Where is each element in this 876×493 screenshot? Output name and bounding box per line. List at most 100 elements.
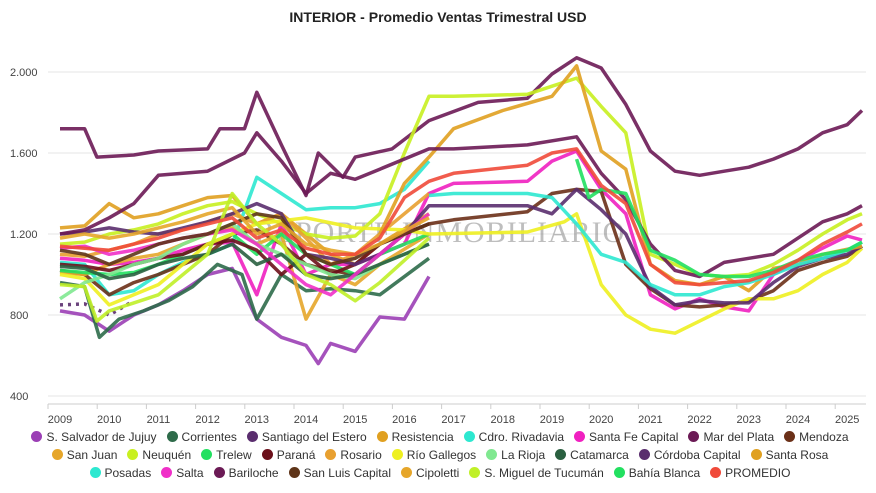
legend-label: San Juan [66, 447, 118, 462]
legend-marker-icon [127, 449, 139, 460]
x-tick-label: 2012 [195, 414, 219, 425]
legend-label: Mar del Plata [703, 429, 775, 444]
y-tick-label: 800 [10, 310, 28, 322]
x-tick-label: 2021 [638, 414, 662, 425]
legend-label: Santa Rosa [765, 447, 829, 462]
legend-item[interactable]: La Rioja [486, 447, 545, 462]
legend-marker-icon [688, 431, 700, 442]
legend-marker-icon [31, 431, 43, 442]
series-line-corrientes [59, 256, 431, 340]
legend-item[interactable]: Santiago del Estero [246, 429, 367, 444]
x-tick-label: 2019 [540, 414, 564, 425]
legend-marker-icon [201, 449, 213, 460]
series-line-posadas [428, 191, 863, 297]
legend-item[interactable]: Paraná [261, 447, 316, 462]
legend-item[interactable]: Rosario [325, 447, 382, 462]
legend-label: Catamarca [570, 447, 629, 462]
legend-item[interactable]: Salta [161, 465, 204, 480]
series-line-santa-fe-capital [59, 149, 863, 313]
legend-label: S. Miguel de Tucumán [484, 465, 604, 480]
legend-item[interactable]: Santa Rosa [750, 447, 829, 462]
x-tick-label: 2015 [343, 414, 367, 425]
legend-marker-icon [391, 449, 403, 460]
legend-item[interactable]: Resistencia [376, 429, 454, 444]
legend-marker-icon [750, 449, 762, 460]
legend-marker-icon [710, 467, 722, 478]
legend-marker-icon [161, 467, 173, 478]
legend-marker-icon [613, 467, 625, 478]
x-tick-label: 2025 [835, 414, 859, 425]
series-line-san-luis-capital [59, 212, 430, 267]
series-line-salta [59, 212, 431, 297]
legend-marker-icon [555, 449, 567, 460]
x-tick-label: 2018 [491, 414, 515, 425]
legend-label: Cdro. Rivadavia [478, 429, 565, 444]
legend-item[interactable]: Cipoletti [400, 465, 460, 480]
series-line-c-rdoba-capital [59, 187, 863, 307]
legend-marker-icon [246, 431, 258, 442]
series-line-r-o-gallegos [59, 212, 864, 335]
legend-item[interactable]: Río Gallegos [391, 447, 477, 462]
legend-item[interactable]: Cdro. Rivadavia [463, 429, 565, 444]
x-tick-label: 2022 [687, 414, 711, 425]
x-tick-label: 2017 [441, 414, 465, 425]
legend-label: Neuquén [142, 447, 192, 462]
legend-item[interactable]: Bariloche [213, 465, 279, 480]
series-line-paran- [59, 222, 430, 277]
legend-marker-icon [261, 449, 273, 460]
legend-item[interactable]: Mendoza [784, 429, 849, 444]
legend-item[interactable]: San Luis Capital [288, 465, 391, 480]
legend-label: Cipoletti [415, 465, 460, 480]
legend-item[interactable]: Córdoba Capital [638, 447, 741, 462]
legend-label: PROMEDIO [725, 465, 791, 480]
legend-marker-icon [376, 431, 388, 442]
legend-item[interactable]: Bahía Blanca [613, 465, 700, 480]
line-chart: 2.000 1.600 1.200 800 400 2009 2010 2011 2012 201… [10, 56, 866, 425]
legend-item[interactable]: Posadas [89, 465, 152, 480]
series-line-s-miguel-de-tucum-n [59, 191, 431, 323]
series-line-catamarca [59, 242, 430, 281]
x-tick-label: 2009 [48, 414, 72, 425]
legend-item[interactable]: Santa Fe Capital [574, 429, 678, 444]
series-line-mar-del-plata [60, 56, 864, 198]
legend-label: Rosario [340, 447, 382, 462]
legend-marker-icon [213, 467, 225, 478]
x-tick-label: 2013 [245, 414, 269, 425]
y-tick-label: 1.600 [10, 148, 38, 160]
x-tick-label: 2020 [589, 414, 613, 425]
legend-label: Corrientes [181, 429, 237, 444]
legend-label: Córdoba Capital [653, 447, 741, 462]
legend-marker-icon [325, 449, 337, 460]
y-tick-label: 2.000 [10, 67, 38, 79]
legend-marker-icon [89, 467, 101, 478]
legend-marker-icon [288, 467, 300, 478]
legend-item[interactable]: Catamarca [555, 447, 629, 462]
legend-item[interactable]: Mar del Plata [688, 429, 774, 444]
legend-label: Paraná [276, 447, 316, 462]
x-tick-label: 2011 [147, 414, 171, 425]
legend-label: Posadas [104, 465, 152, 480]
legend-item[interactable]: Corrientes [166, 429, 237, 444]
legend-item[interactable]: S. Miguel de Tucumán [469, 465, 604, 480]
legend-label: Río Gallegos [406, 447, 477, 462]
legend-label: Santiago del Estero [261, 429, 367, 444]
legend-marker-icon [166, 431, 178, 442]
legend-item[interactable]: Trelew [201, 447, 252, 462]
legend-label: Salta [176, 465, 204, 480]
legend-item[interactable]: San Juan [51, 447, 118, 462]
series-line-bariloche [59, 131, 863, 279]
legend-label: Santa Fe Capital [589, 429, 679, 444]
legend-item[interactable]: S. Salvador de Jujuy [31, 429, 157, 444]
legend-item[interactable]: Neuquén [127, 447, 191, 462]
legend-label: S. Salvador de Jujuy [46, 429, 157, 444]
legend-item[interactable]: PROMEDIO [710, 465, 790, 480]
legend-marker-icon [486, 449, 498, 460]
y-tick-label: 400 [10, 391, 28, 403]
legend-label: Bariloche [228, 465, 279, 480]
legend-label: San Luis Capital [303, 465, 391, 480]
legend-marker-icon [638, 449, 650, 460]
legend-label: La Rioja [501, 447, 546, 462]
legend-marker-icon [469, 467, 481, 478]
legend-marker-icon [784, 431, 796, 442]
legend-marker-icon [574, 431, 586, 442]
